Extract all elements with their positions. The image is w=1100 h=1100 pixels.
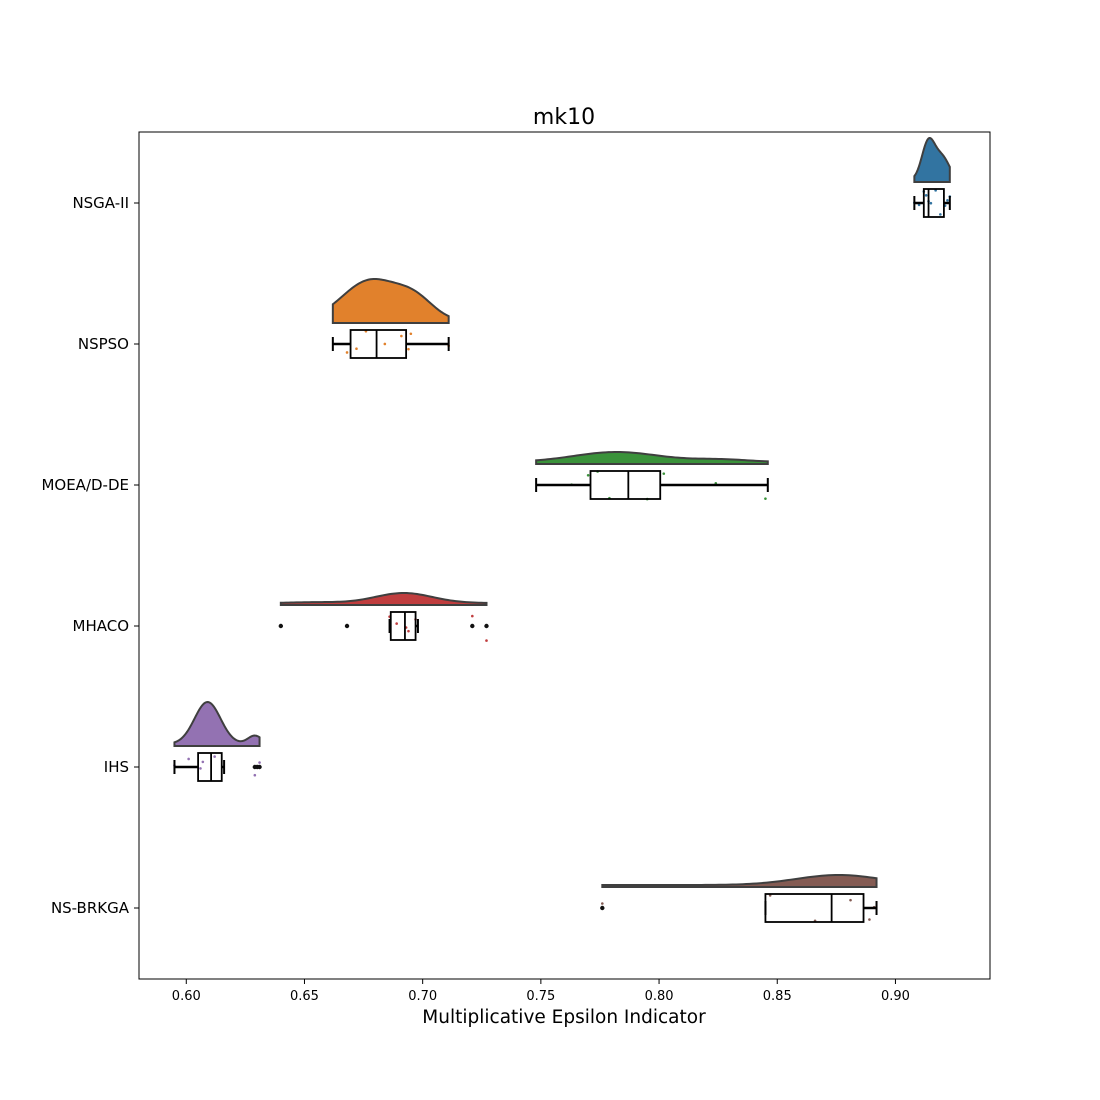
- x-tick-label: 0.60: [172, 989, 201, 1004]
- data-point: [409, 332, 413, 336]
- data-point: [946, 199, 949, 202]
- box-iqr: [389, 611, 417, 641]
- violin-cloud: [173, 700, 261, 747]
- data-point: [662, 472, 666, 475]
- violin-cloud: [913, 136, 951, 183]
- data-point: [929, 201, 933, 205]
- box-iqr: [589, 470, 662, 500]
- y-tick-label: NS-BRKGA: [51, 899, 130, 917]
- data-point: [849, 898, 852, 902]
- data-point: [383, 342, 387, 346]
- x-axis-label: Multiplicative Epsilon Indicator: [422, 1007, 706, 1028]
- violin-cloud: [535, 450, 769, 465]
- data-point: [345, 351, 349, 354]
- axes-layer: 0.60 0.65 0.70 0.75 0.80 0.85 0.90 NSGA-II NSPSO…: [41, 194, 909, 1004]
- outlier-point: [344, 623, 350, 629]
- data-point: [924, 194, 928, 197]
- x-tick-label: 0.75: [526, 989, 555, 1004]
- box-iqr: [349, 329, 408, 359]
- data-point: [485, 639, 488, 642]
- box-iqr: [197, 752, 223, 782]
- data-point: [407, 629, 410, 633]
- x-tick-label: 0.90: [881, 989, 910, 1004]
- y-tick-label: IHS: [104, 758, 129, 776]
- chart-title: mk10: [533, 105, 595, 130]
- y-tick-label: MOEA/D-DE: [41, 476, 129, 494]
- x-tick-label: 0.85: [763, 989, 792, 1004]
- data-point: [395, 622, 398, 625]
- x-tick-label: 0.80: [645, 989, 674, 1004]
- plot-area-frame: [138, 131, 991, 980]
- y-tick-label: MHACO: [73, 617, 130, 635]
- data-point: [355, 347, 358, 351]
- data-point: [868, 918, 871, 921]
- box-iqr: [764, 893, 865, 923]
- data-point: [253, 773, 257, 777]
- data-point: [407, 347, 410, 351]
- y-tick-label: NSPSO: [78, 335, 129, 353]
- x-tick-label: 0.70: [408, 989, 437, 1004]
- data-point: [258, 761, 261, 764]
- x-tick-label: 0.65: [290, 989, 319, 1004]
- data-point: [939, 213, 942, 216]
- outlier-point: [470, 623, 475, 629]
- violin-layer: [173, 136, 951, 888]
- data-point: [586, 473, 590, 477]
- data-point: [213, 755, 216, 758]
- violin-cloud: [331, 277, 450, 324]
- outlier-point: [257, 764, 262, 770]
- violin-cloud: [279, 591, 488, 606]
- data-point: [471, 614, 474, 618]
- boxplot-layer: [173, 188, 951, 923]
- data-point: [199, 767, 202, 770]
- data-point: [187, 757, 190, 761]
- outlier-point: [278, 623, 284, 629]
- outlier-point: [484, 623, 489, 629]
- data-point: [764, 497, 767, 500]
- data-point: [601, 902, 604, 905]
- violin-cloud: [601, 873, 878, 888]
- outlier-point: [600, 905, 605, 911]
- y-tick-label: NSGA-II: [72, 194, 129, 212]
- box-iqr: [922, 188, 945, 218]
- data-point: [400, 334, 403, 338]
- data-point: [201, 760, 205, 764]
